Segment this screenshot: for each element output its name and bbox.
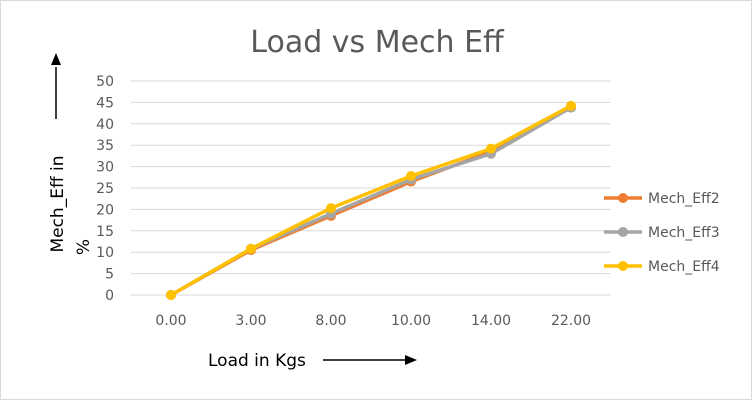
y-axis-label-unit: % bbox=[74, 239, 94, 255]
legend-marker bbox=[618, 261, 628, 271]
y-tick-label: 45 bbox=[96, 95, 114, 111]
y-tick-label: 30 bbox=[96, 160, 114, 176]
x-axis-label-group: Load in Kgs bbox=[208, 351, 417, 371]
y-tick-label: 50 bbox=[96, 74, 114, 90]
right-arrow-icon bbox=[405, 355, 417, 365]
data-point bbox=[166, 290, 176, 300]
x-tick-label: 3.00 bbox=[235, 313, 266, 329]
data-point bbox=[406, 171, 416, 182]
legend-label: Mech_Eff4 bbox=[648, 259, 720, 275]
x-axis-label: Load in Kgs bbox=[208, 351, 306, 371]
legend-label: Mech_Eff2 bbox=[648, 191, 720, 207]
series-line bbox=[169, 105, 573, 297]
y-axis-label-group: Mech_Eff in % bbox=[48, 53, 94, 255]
y-tick-labels: 0 5 10 15 20 25 30 35 40 45 50 bbox=[96, 74, 114, 304]
gridlines bbox=[131, 80, 611, 296]
x-tick-label: 8.00 bbox=[315, 313, 346, 329]
data-point bbox=[246, 243, 256, 254]
data-point bbox=[486, 143, 496, 154]
y-axis-label: Mech_Eff in bbox=[48, 155, 68, 252]
y-tick-label: 35 bbox=[96, 138, 114, 154]
data-point bbox=[326, 203, 336, 214]
x-tick-label: 22.00 bbox=[551, 313, 591, 329]
data-point bbox=[566, 100, 576, 111]
y-tick-label: 15 bbox=[96, 224, 114, 240]
legend-marker bbox=[618, 193, 628, 203]
series-lines bbox=[166, 100, 576, 300]
x-tick-label: 10.00 bbox=[391, 313, 431, 329]
legend-marker bbox=[618, 227, 628, 237]
y-tick-label: 0 bbox=[105, 288, 114, 304]
x-tick-labels: 0.00 3.00 8.00 10.00 14.00 22.00 bbox=[155, 313, 591, 329]
y-tick-label: 40 bbox=[96, 117, 114, 133]
legend: Mech_Eff2 Mech_Eff3 Mech_Eff4 bbox=[604, 191, 720, 275]
x-tick-label: 14.00 bbox=[471, 313, 511, 329]
chart-title: Load vs Mech Eff bbox=[250, 25, 505, 60]
x-tick-label: 0.00 bbox=[155, 313, 186, 329]
y-tick-label: 10 bbox=[96, 245, 114, 261]
up-arrow-icon bbox=[51, 53, 61, 65]
series-line bbox=[169, 104, 573, 297]
series-line bbox=[169, 105, 573, 297]
y-tick-label: 20 bbox=[96, 202, 114, 218]
legend-label: Mech_Eff3 bbox=[648, 225, 720, 241]
y-tick-label: 25 bbox=[96, 181, 114, 197]
y-tick-label: 5 bbox=[105, 267, 114, 283]
